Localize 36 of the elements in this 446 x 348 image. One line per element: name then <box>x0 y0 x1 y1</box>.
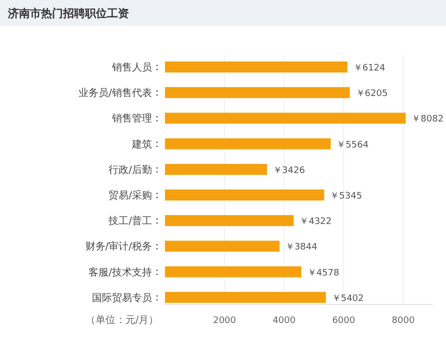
y-tick-label: 行政/后勤 <box>108 164 152 176</box>
x-tick-label: 4000 <box>272 316 296 326</box>
bar <box>165 138 331 150</box>
bar <box>165 190 324 200</box>
text: 济南市热门招聘职位工资 <box>7 7 129 20</box>
y-tick-label: 业务员/销售代表 <box>78 87 152 100</box>
data-label: ￥3426 <box>273 166 306 176</box>
bar <box>165 215 294 226</box>
bar <box>165 164 268 175</box>
bar <box>165 266 302 278</box>
y-tick-label: 建筑 <box>131 138 152 150</box>
data-label: ￥5564 <box>336 140 369 150</box>
data-label: ￥4322 <box>300 217 332 228</box>
y-tick-label: 销售管理 <box>111 112 152 125</box>
x-tick-label: 8000 <box>392 316 415 326</box>
data-label: ￥6124 <box>353 64 386 74</box>
y-tick-label: 贸易/采购 <box>108 190 152 202</box>
data-label: ￥4578 <box>307 268 340 278</box>
y-tick-label: 国际贸易专员 <box>92 292 152 304</box>
y-tick-label: 财务/审计/税务 <box>85 240 152 253</box>
data-label: ￥8082 <box>412 114 444 125</box>
x-tick-label: 2000 <box>213 316 236 326</box>
data-label: ￥5345 <box>330 192 362 202</box>
x-tick-label: 6000 <box>332 316 356 326</box>
bar <box>165 292 326 303</box>
y-tick-label: 技工/普工 <box>108 215 152 228</box>
data-label: ￥6205 <box>356 89 388 100</box>
bar <box>165 112 406 124</box>
bar <box>165 62 348 72</box>
y-tick-label: 销售人员 <box>111 62 152 74</box>
bar <box>165 240 280 252</box>
data-label: ￥3844 <box>285 242 318 253</box>
text: （单位：元/月） <box>85 314 159 326</box>
y-tick-label: 客服/技术支持 <box>88 266 152 278</box>
bar <box>165 87 350 98</box>
data-label: ￥5402 <box>332 294 364 304</box>
